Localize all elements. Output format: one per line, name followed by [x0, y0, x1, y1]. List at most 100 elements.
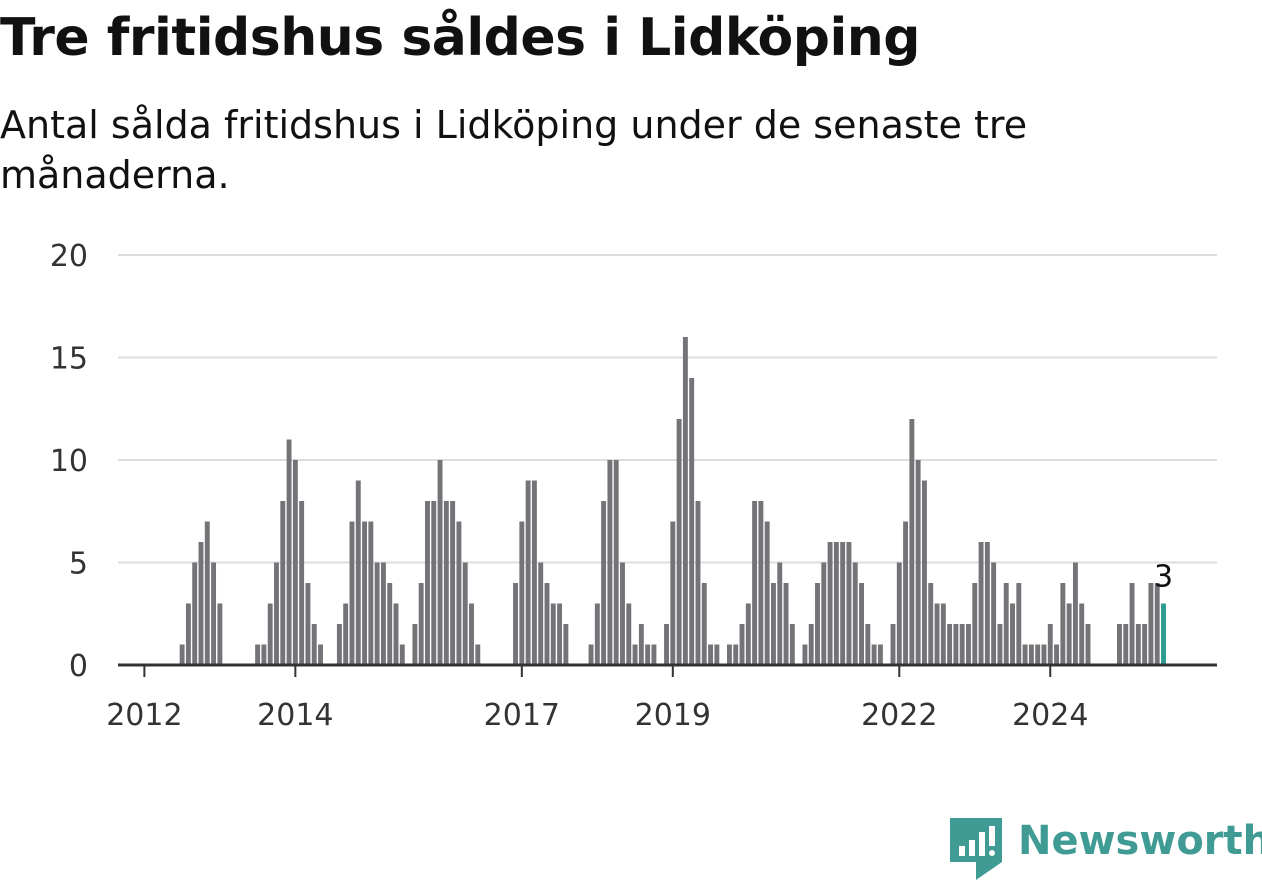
- bar: [418, 583, 424, 665]
- bar: [185, 603, 191, 665]
- bar: [1129, 583, 1135, 665]
- bar: [903, 521, 909, 665]
- bar: [550, 603, 556, 665]
- bar: [978, 542, 984, 665]
- bar: [607, 460, 613, 665]
- bar: [783, 583, 789, 665]
- bar: [771, 583, 776, 665]
- bar: [947, 624, 953, 665]
- chart-subtitle: Antal sålda fritidshus i Lidköping under…: [0, 103, 1028, 197]
- bar: [349, 521, 355, 665]
- bar: [1041, 644, 1047, 665]
- bar: [368, 521, 374, 665]
- newsworthy-logo-text: Newsworthy: [1018, 818, 1262, 864]
- bar: [808, 624, 814, 665]
- bar: [588, 644, 594, 665]
- bar: [638, 624, 644, 665]
- bar: [380, 562, 386, 665]
- bar: [972, 583, 978, 665]
- bar: [557, 603, 563, 665]
- bar: [192, 562, 198, 665]
- bar: [764, 521, 770, 665]
- y-tick-label: 0: [69, 649, 88, 684]
- bar: [544, 583, 550, 665]
- bar: [645, 644, 651, 665]
- bar: [217, 603, 223, 665]
- bar: [726, 644, 732, 665]
- bar: [859, 583, 864, 665]
- bar: [953, 624, 959, 665]
- bar: [531, 480, 537, 665]
- bar: [871, 644, 877, 665]
- x-tick-label: 2024: [1012, 698, 1088, 733]
- bar: [362, 521, 368, 665]
- bar: [670, 521, 676, 665]
- bar: [1123, 624, 1129, 665]
- bar: [739, 624, 745, 665]
- bar: [846, 542, 852, 665]
- bar: [437, 460, 443, 665]
- bar: [940, 603, 946, 665]
- bar: [632, 644, 638, 665]
- bar: [355, 480, 361, 665]
- bar: [802, 644, 808, 665]
- bar: [1135, 624, 1141, 665]
- highlighted-bar: [1161, 603, 1166, 665]
- bar: [274, 562, 279, 665]
- bar: [997, 624, 1003, 665]
- bar: [525, 480, 531, 665]
- bar: [594, 603, 600, 665]
- bar: [538, 562, 544, 665]
- bar: [620, 562, 625, 665]
- x-axis-labels: 2012 2014 2017 2019 2022 2024: [106, 665, 1088, 733]
- bar: [267, 603, 273, 665]
- bar: [1047, 624, 1053, 665]
- bar: [833, 542, 839, 665]
- bar: [179, 644, 185, 665]
- bar: [393, 603, 399, 665]
- bar: [966, 624, 971, 665]
- bar: [827, 542, 833, 665]
- bar: [1016, 583, 1022, 665]
- bar: [255, 644, 261, 665]
- bar: [1054, 644, 1060, 665]
- bar: [626, 603, 632, 665]
- bar: [840, 542, 846, 665]
- bar: [1072, 562, 1078, 665]
- bar: [777, 562, 783, 665]
- bar: [714, 644, 720, 665]
- bar: [821, 562, 827, 665]
- bar: [1142, 624, 1148, 665]
- x-tick-label: 2019: [635, 698, 711, 733]
- bar: [204, 521, 210, 665]
- bar: [286, 439, 292, 665]
- bar: [443, 501, 449, 665]
- bar: [343, 603, 349, 665]
- bar: [519, 521, 525, 665]
- bar: [745, 603, 751, 665]
- bar: [1003, 583, 1009, 665]
- bar: [890, 624, 896, 665]
- chart-title: Tre fritidshus såldes i Lidköping: [0, 8, 921, 68]
- data-label: 3: [1154, 560, 1173, 595]
- bar: [1148, 583, 1154, 665]
- bar: [299, 501, 305, 665]
- bar-chart: 0 5 10 15 20 2012 2014 2017 2019 2022 2024 3: [50, 239, 1217, 733]
- y-axis-labels: 0 5 10 15 20: [50, 239, 88, 684]
- bar: [336, 624, 342, 665]
- y-tick-label: 15: [50, 342, 88, 377]
- bar: [815, 583, 820, 665]
- bar: [651, 644, 657, 665]
- bar: [198, 542, 204, 665]
- bar: [1085, 624, 1091, 665]
- newsworthy-logo-icon: [950, 818, 1002, 880]
- bar: [701, 583, 707, 665]
- bar: [311, 624, 317, 665]
- bar: [387, 583, 393, 665]
- bar: [758, 501, 764, 665]
- bar: [456, 521, 462, 665]
- bar: [431, 501, 437, 665]
- bar: [1022, 644, 1028, 665]
- bar: [915, 460, 921, 665]
- bar: [563, 624, 569, 665]
